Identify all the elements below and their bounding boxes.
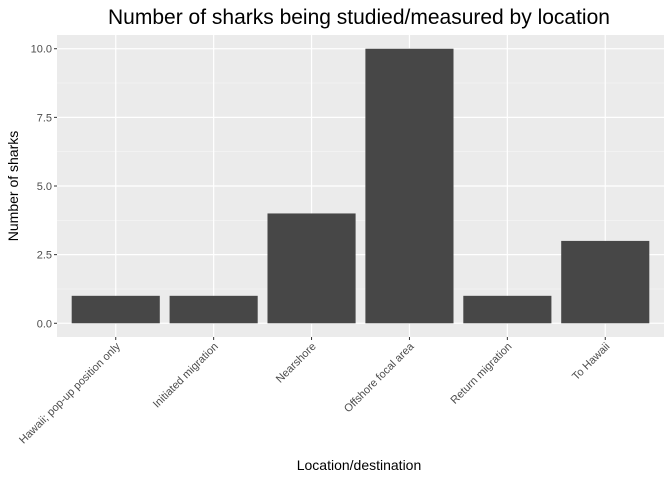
bar [365, 48, 454, 324]
x-tick-label: Hawaii; pop-up position only [17, 340, 123, 446]
bar [267, 213, 356, 324]
x-tick-label: Nearshore [274, 341, 319, 386]
y-tick-label: 2.5 [37, 250, 52, 262]
bar [71, 295, 160, 324]
x-tick-label: Offshore focal area [342, 340, 417, 415]
grid-lines [57, 35, 664, 337]
bar [561, 240, 650, 324]
bar [463, 295, 552, 324]
y-tick-label: 0.0 [37, 318, 52, 330]
x-axis-title: Location/destination [297, 457, 422, 473]
x-tick-label: Initiated migration [151, 341, 221, 411]
bar [169, 295, 258, 324]
chart-title: Number of sharks being studied/measured … [108, 6, 610, 29]
x-axis: Hawaii; pop-up position only Initiated mi… [17, 337, 612, 446]
y-axis-title: Number of sharks [5, 131, 21, 241]
y-tick-label: 5.0 [37, 181, 52, 193]
y-axis: 0.0 2.5 5.0 7.5 10.0 [31, 44, 57, 330]
x-tick-label: To Hawaii [570, 341, 612, 383]
y-tick-label: 7.5 [37, 112, 52, 124]
x-tick-label: Return migration [448, 341, 514, 407]
y-tick-label: 10.0 [31, 44, 52, 56]
bars [71, 48, 650, 324]
